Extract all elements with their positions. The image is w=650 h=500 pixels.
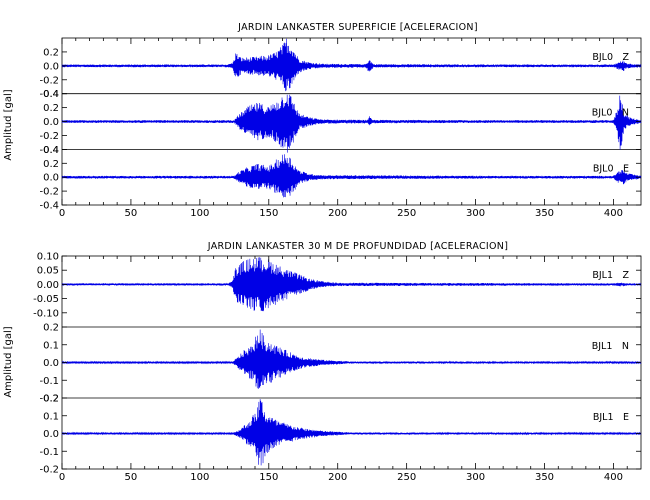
y-tick-label: 0.2 — [43, 103, 59, 114]
waveform-traces — [61, 38, 642, 466]
x-tick-label: 100 — [190, 208, 209, 219]
waveform-bjl0-z — [61, 38, 642, 92]
x-tick-label: 350 — [535, 472, 554, 483]
y-tick-label: 0.05 — [37, 266, 59, 277]
y-tick-label: 0.0 — [43, 429, 59, 440]
y-tick-label: -0.2 — [39, 394, 59, 405]
waveform-bjl1-e — [61, 399, 642, 466]
y-tick-label: 0.00 — [37, 280, 59, 291]
axis-text: 0.2 0.0 -0.2 -0.4 BJL0 Z 0.4 0.2 0.0 -0.2 -0.4 BJL… — [33, 47, 629, 483]
channel-label: BJL0 Z — [592, 52, 629, 63]
chart-title-depth: JARDIN LANKASTER 30 M DE PROFUNDIDAD [AC… — [207, 241, 508, 252]
y-tick-label: -0.2 — [39, 75, 59, 86]
x-tick-label: 350 — [535, 208, 554, 219]
y-tick-label: 0.2 — [43, 159, 59, 170]
y-tick-label: 0.2 — [43, 47, 59, 58]
x-tick-label: 300 — [466, 208, 485, 219]
y-tick-label: 0.1 — [43, 411, 59, 422]
y-tick-label: -0.10 — [33, 308, 59, 319]
x-tick-label: 250 — [397, 472, 416, 483]
y-tick-label: -0.4 — [39, 201, 59, 212]
y-tick-label: 0.0 — [43, 173, 59, 184]
y-tick-label: 0.4 — [43, 145, 59, 156]
waveform-bjl0-e — [61, 154, 642, 198]
y-axis-label-surface: Amplitud [gal] — [3, 89, 14, 160]
channel-label: BJL1 Z — [592, 270, 629, 281]
channel-label: BJL1 E — [593, 412, 629, 423]
y-tick-label: 0.0 — [43, 358, 59, 369]
y-tick-label: -0.1 — [39, 376, 59, 387]
chart-title-surface: JARDIN LANKASTER SUPERFICIE [ACELERACION… — [237, 22, 478, 33]
y-axis-label-depth: Amplitud [gal] — [3, 326, 14, 397]
x-tick-label: 400 — [604, 472, 623, 483]
x-tick-label: 100 — [190, 472, 209, 483]
x-tick-label: 200 — [328, 208, 347, 219]
channel-label: BJL1 N — [592, 341, 629, 352]
waveform-bjl1-z — [61, 257, 642, 312]
y-tick-label: 0.2 — [43, 394, 59, 405]
x-tick-label: 150 — [259, 472, 278, 483]
waveform-bjl0-n — [61, 94, 642, 153]
y-tick-label: -0.4 — [39, 89, 59, 100]
x-tick-label: 0 — [59, 472, 65, 483]
x-tick-label: 150 — [259, 208, 278, 219]
y-tick-label: -0.2 — [39, 131, 59, 142]
x-tick-label: 50 — [125, 208, 138, 219]
y-tick-label: 0.2 — [43, 323, 59, 334]
x-tick-label: 200 — [328, 472, 347, 483]
y-tick-label: -0.1 — [39, 447, 59, 458]
x-tick-label: 50 — [125, 472, 138, 483]
channel-label: BJL0 N — [592, 108, 629, 119]
x-tick-label: 300 — [466, 472, 485, 483]
axis-ticks — [61, 38, 641, 470]
channel-label: BJL0 E — [593, 163, 629, 174]
waveform-bjl1-n — [61, 329, 642, 389]
x-tick-label: 400 — [604, 208, 623, 219]
plot-frames — [61, 37, 642, 470]
y-tick-label: 0.1 — [43, 340, 59, 351]
y-tick-label: -0.2 — [39, 465, 59, 476]
y-tick-label: 0.10 — [37, 252, 59, 263]
x-tick-label: 250 — [397, 208, 416, 219]
x-tick-label: 0 — [59, 208, 65, 219]
y-tick-label: 0.0 — [43, 117, 59, 128]
y-tick-label: 0.0 — [43, 61, 59, 72]
y-tick-label: 0.4 — [43, 89, 59, 100]
y-tick-label: -0.05 — [33, 294, 59, 305]
y-tick-label: -0.2 — [39, 187, 59, 198]
y-tick-label: -0.4 — [39, 145, 59, 156]
